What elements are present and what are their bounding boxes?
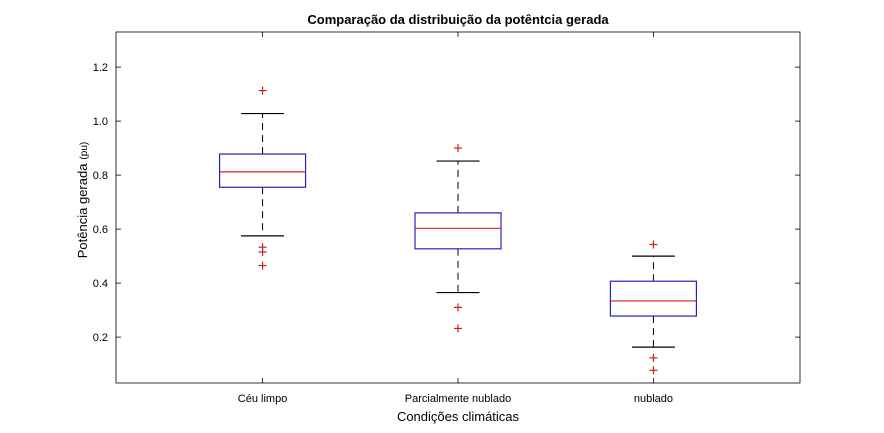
x-tick-label: Céu limpo [238,393,288,405]
y-tick-label: 0.6 [93,224,108,236]
outlier-marker [649,240,658,249]
outlier-marker [258,86,267,95]
x-tick-label: Parcialmente nublado [405,393,511,405]
y-tick-label: 1.0 [93,116,108,128]
y-axis: 0.2 0.4 0.6 0.8 1.0 1.2 [93,62,800,344]
box-group [414,144,502,333]
y-tick-label: 1.2 [93,62,108,74]
chart-title: Comparação da distribuição da potêntcia … [307,12,609,27]
iqr-box [414,212,502,250]
iqr-box [218,153,307,188]
y-tick-label: 0.8 [93,170,108,182]
x-tick-label: nublado [634,393,673,405]
outlier-marker [649,353,658,362]
outlier-marker [649,366,658,375]
outlier-marker [258,248,267,257]
x-axis: Céu limpo Parcialmente nublado nublado [238,32,673,405]
x-axis-label: Condições climáticas [397,409,520,424]
y-axis-label-unit: (pu) [79,142,90,160]
boxes-group [218,86,698,375]
outlier-marker [258,261,267,270]
y-tick-label: 0.2 [93,332,108,344]
outlier-marker [454,144,462,153]
box-group [609,240,698,375]
y-axis-label-main: Potência gerada [75,163,90,258]
iqr-box [609,280,698,317]
box-group [218,86,307,270]
y-tick-label: 0.4 [93,278,108,290]
y-axis-label: Potência gerada (pu) [75,142,90,258]
outlier-marker [454,324,462,333]
outlier-marker [454,303,462,312]
